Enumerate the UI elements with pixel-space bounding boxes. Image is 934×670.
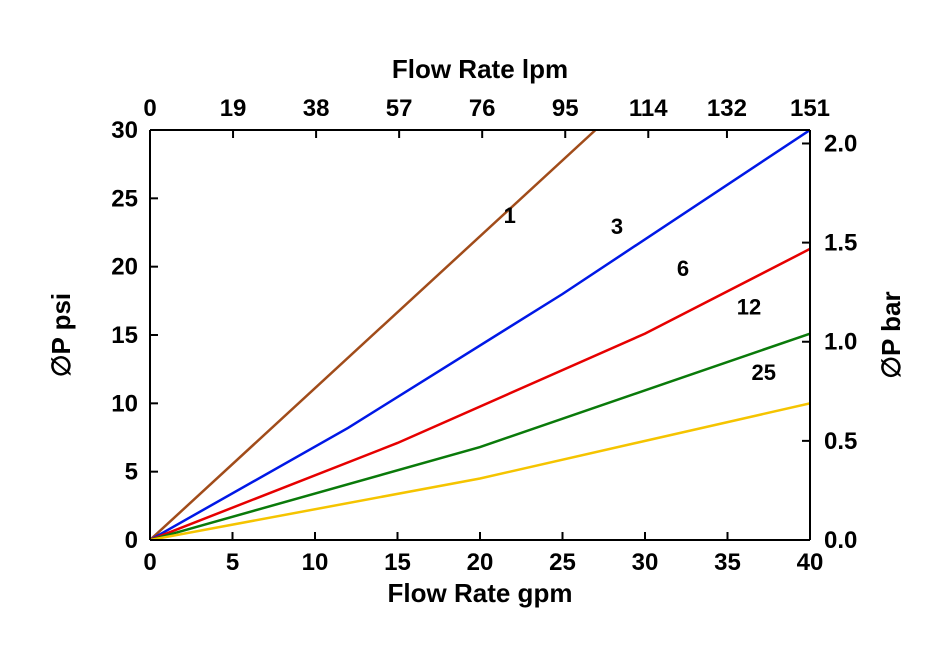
chart-svg: 0510152025303540019385776951141321510510… (0, 0, 934, 670)
x-bottom-tick-label: 40 (797, 549, 824, 576)
x-top-tick-label: 0 (143, 95, 156, 122)
y-left-tick-label: 20 (111, 254, 138, 281)
x-bottom-title: Flow Rate gpm (388, 578, 573, 608)
x-top-tick-label: 95 (552, 95, 579, 122)
x-bottom-tick-label: 15 (384, 549, 411, 576)
series-label-3: 3 (611, 214, 623, 239)
series-label-6: 6 (677, 256, 689, 281)
y-right-tick-label: 0.0 (824, 527, 857, 554)
y-left-tick-label: 5 (125, 459, 138, 486)
x-bottom-tick-label: 10 (302, 549, 329, 576)
y-left-tick-label: 15 (111, 322, 138, 349)
x-top-tick-label: 132 (707, 95, 747, 122)
series-label-25: 25 (752, 360, 776, 385)
y-left-tick-label: 0 (125, 527, 138, 554)
y-right-tick-label: 1.5 (824, 230, 857, 257)
pressure-drop-chart: 0510152025303540019385776951141321510510… (0, 0, 934, 670)
x-top-tick-label: 57 (386, 95, 413, 122)
series-label-12: 12 (737, 295, 761, 320)
y-left-title: ∅P psi (46, 293, 76, 377)
x-bottom-tick-label: 20 (467, 549, 494, 576)
x-top-title: Flow Rate lpm (392, 54, 568, 84)
y-left-tick-label: 10 (111, 390, 138, 417)
y-right-title: ∅P bar (876, 291, 906, 378)
series-label-1: 1 (504, 203, 516, 228)
x-top-tick-label: 38 (303, 95, 330, 122)
x-bottom-tick-label: 30 (632, 549, 659, 576)
y-right-tick-label: 0.5 (824, 428, 857, 455)
y-right-tick-label: 1.0 (824, 329, 857, 356)
x-bottom-tick-label: 0 (143, 549, 156, 576)
x-bottom-tick-label: 5 (226, 549, 239, 576)
x-top-tick-label: 19 (220, 95, 247, 122)
y-left-tick-label: 30 (111, 117, 138, 144)
x-top-tick-label: 76 (469, 95, 496, 122)
x-top-tick-label: 151 (790, 95, 830, 122)
y-right-tick-label: 2.0 (824, 130, 857, 157)
x-bottom-tick-label: 35 (714, 549, 741, 576)
y-left-tick-label: 25 (111, 185, 138, 212)
x-top-tick-label: 114 (629, 95, 668, 122)
x-bottom-tick-label: 25 (549, 549, 576, 576)
